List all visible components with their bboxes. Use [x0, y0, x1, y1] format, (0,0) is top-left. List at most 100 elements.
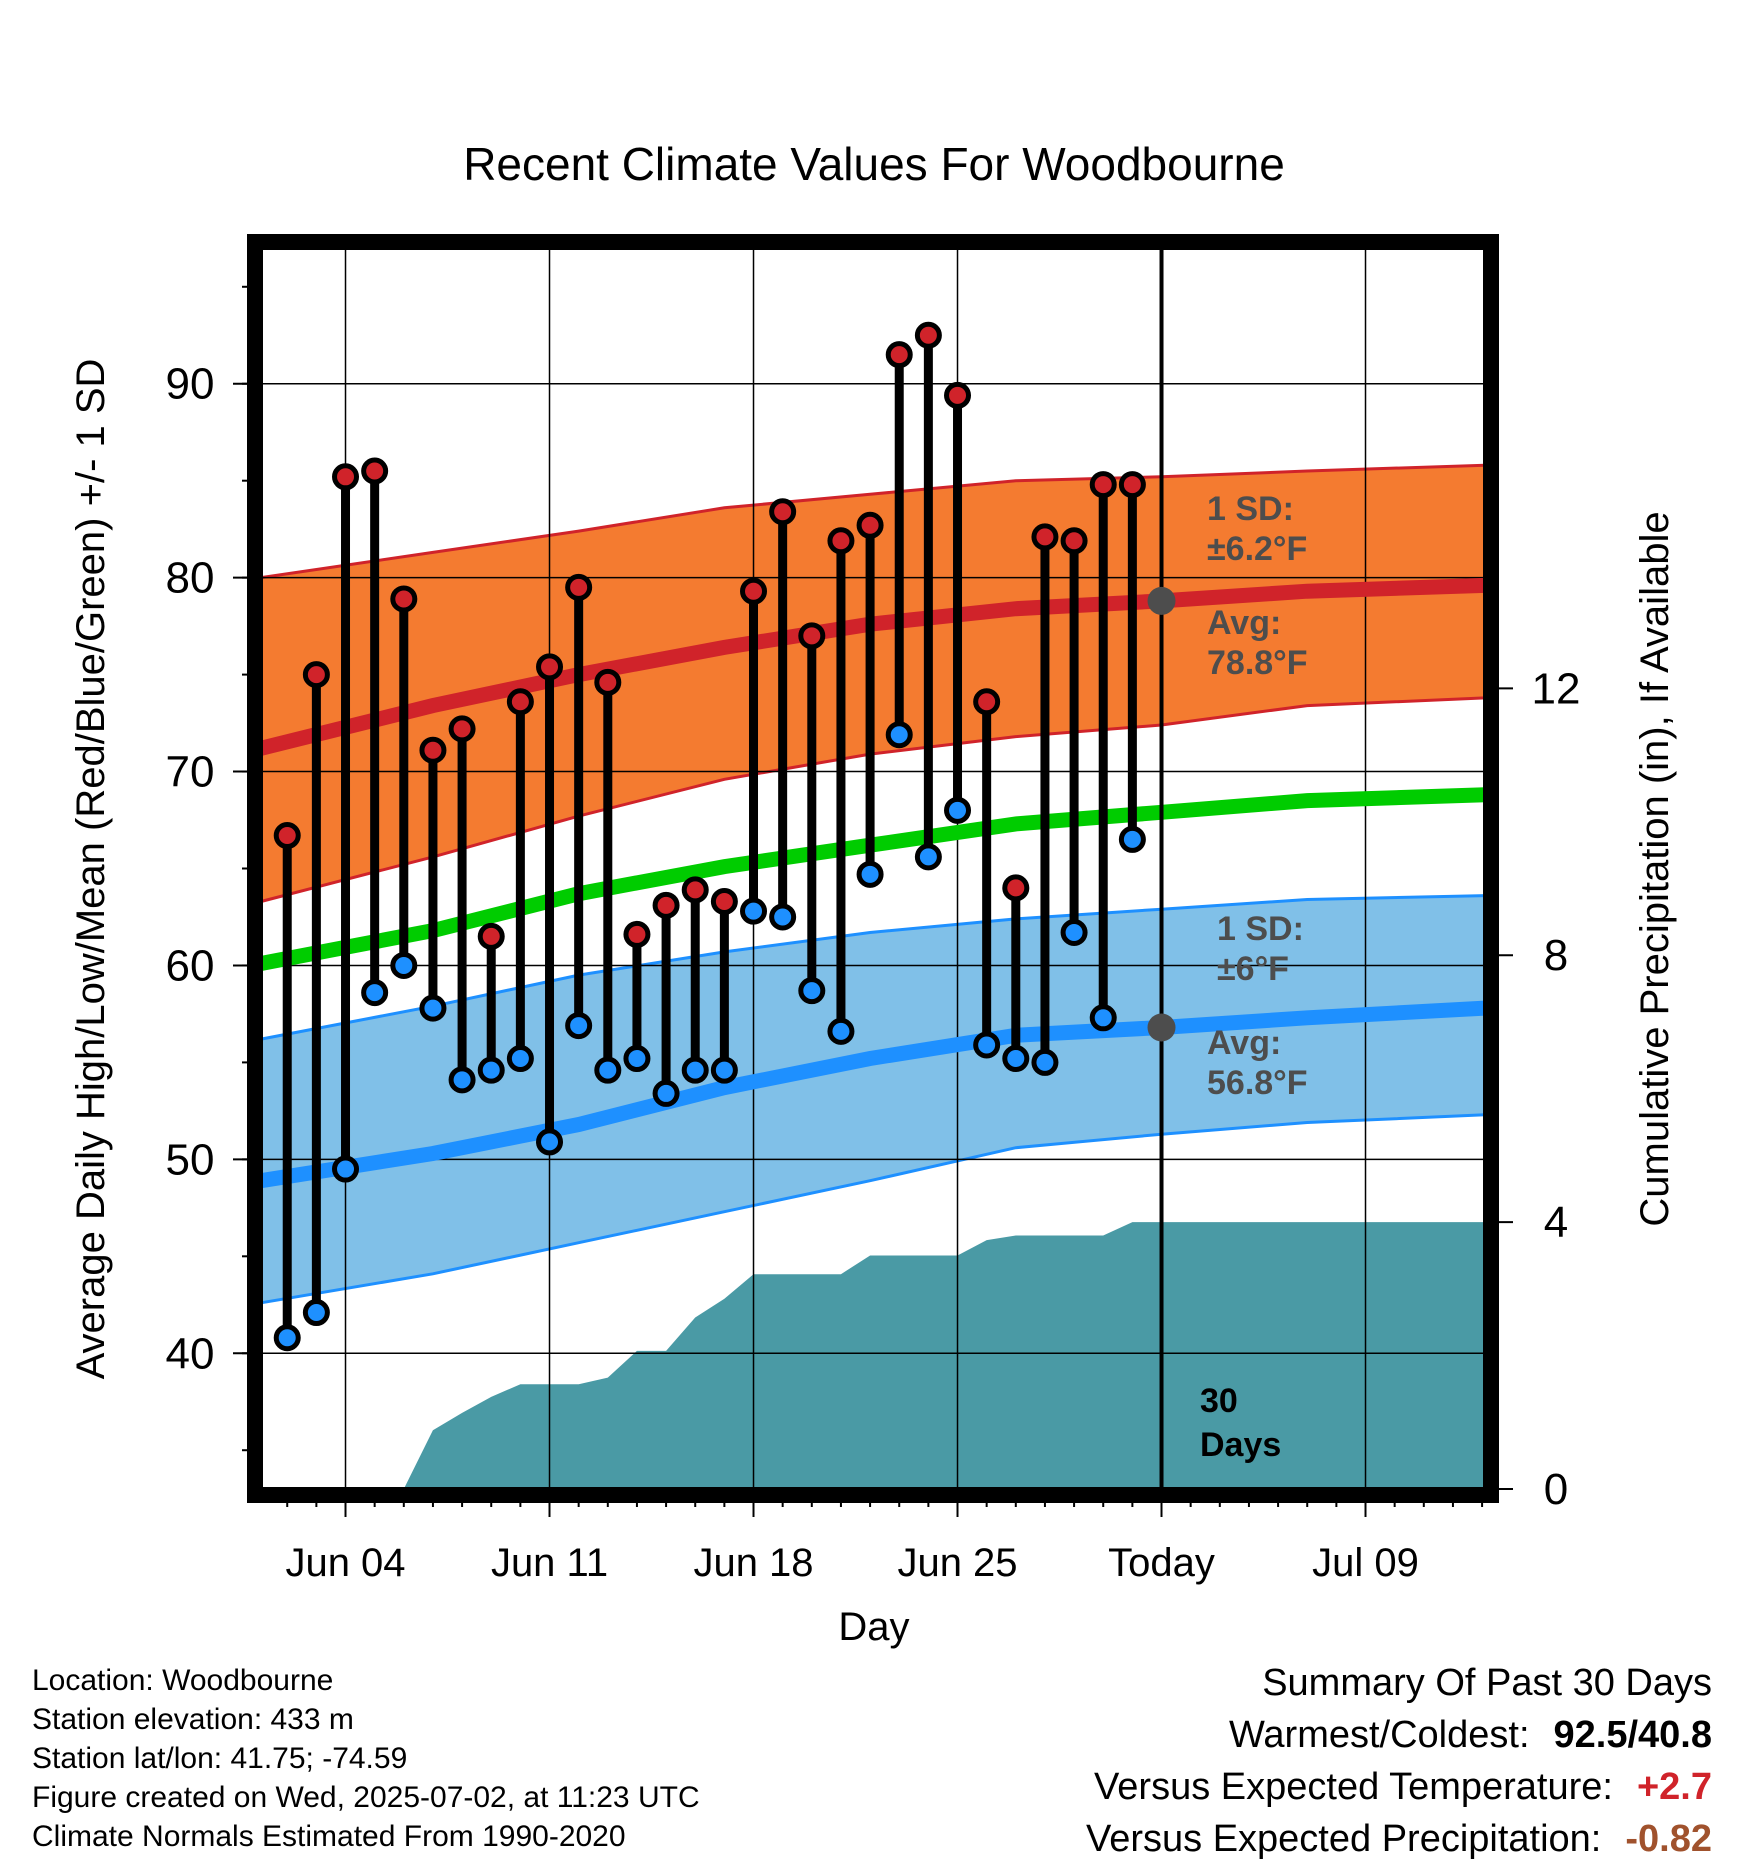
precip-value: -0.82	[1625, 1818, 1712, 1860]
daily-high-point	[273, 822, 301, 850]
period-label: 30 Days	[1200, 1382, 1281, 1464]
plot-area: 1 SD: ±6.2°F Avg: 78.8°F 1 SD: ±6°F Avg: 56.8°F…	[166, 234, 1581, 1585]
daily-low-point	[419, 994, 447, 1022]
high-sd-annotation: 1 SD: ±6.2°F	[1207, 490, 1307, 568]
daily-high-point	[536, 653, 564, 681]
high-average-annotation: Avg: 78.8°F	[1207, 604, 1308, 682]
daily-low-point	[565, 1012, 593, 1040]
y-axis-label: Average Daily High/Low/Mean (Red/Blue/Gr…	[69, 359, 113, 1380]
daily-low-point	[973, 1031, 1001, 1059]
info-elevation: Station elevation: 433 m	[32, 1703, 354, 1736]
daily-low-point	[594, 1056, 622, 1084]
low-sd-annotation: 1 SD: ±6°F	[1217, 910, 1304, 988]
low-sd-lower-line	[260, 1113, 1486, 1305]
daily-high-point	[565, 573, 593, 601]
low-average-annotation: Avg: 56.8°F	[1207, 1024, 1308, 1102]
daily-high-point	[506, 688, 534, 716]
daily-high-point	[885, 341, 913, 369]
summary-precip: Versus Expected Precipitation: -0.82	[1086, 1816, 1712, 1862]
daily-high-point	[419, 736, 447, 764]
daily-high-point	[302, 661, 330, 689]
x-tick-label: Jul 09	[1312, 1541, 1419, 1585]
daily-low-point	[914, 843, 942, 871]
y-tick-label: 80	[166, 554, 215, 603]
y-tick-label: 60	[166, 941, 215, 990]
daily-high-point	[623, 920, 651, 948]
temp-label: Versus Expected Temperature:	[1094, 1766, 1613, 1808]
high-sd-upper-line	[260, 463, 1486, 580]
y2-tick-label: 8	[1544, 931, 1568, 980]
y-tick-label: 40	[166, 1329, 215, 1378]
daily-low-point	[361, 979, 389, 1007]
y2-tick-label: 4	[1544, 1198, 1568, 1247]
plot-frame	[247, 234, 1499, 1503]
daily-low-point	[681, 1056, 709, 1084]
x-tick-label: Jun 18	[693, 1541, 813, 1585]
summary-temp: Versus Expected Temperature: +2.7	[1094, 1764, 1712, 1810]
daily-low-point	[769, 903, 797, 931]
y-tick-label: 90	[166, 360, 215, 409]
daily-low-point	[1031, 1048, 1059, 1076]
daily-high-point	[1060, 527, 1088, 555]
y2-tick-label: 12	[1532, 664, 1581, 713]
low-sd-band	[261, 895, 1485, 1303]
daily-low-point	[332, 1155, 360, 1183]
daily-high-point	[856, 511, 884, 539]
daily-high-point	[448, 715, 476, 743]
daily-high-point	[798, 622, 826, 650]
daily-high-point	[681, 876, 709, 904]
daily-low-point	[1002, 1045, 1030, 1073]
warm-cold-label: Warmest/Coldest:	[1228, 1714, 1530, 1756]
chart-title: Recent Climate Values For Woodbourne	[463, 138, 1285, 190]
daily-low-point	[623, 1045, 651, 1073]
daily-high-point	[1118, 471, 1146, 499]
daily-low-point	[390, 951, 418, 979]
x-tick-label: Jun 04	[285, 1541, 405, 1585]
daily-low-point	[798, 977, 826, 1005]
y2-axis-label: Cumulative Precipitation (in), If Availa…	[1633, 511, 1677, 1226]
daily-high-point	[827, 527, 855, 555]
precipitation-area	[261, 1222, 1485, 1489]
daily-low-point	[506, 1045, 534, 1073]
daily-low-point	[1060, 918, 1088, 946]
daily-low-point	[448, 1066, 476, 1094]
x-axis-label: Day	[838, 1605, 909, 1649]
daily-low-point	[273, 1324, 301, 1352]
daily-high-point	[1089, 471, 1117, 499]
temp-value: +2.7	[1636, 1766, 1712, 1808]
daily-high-point	[594, 668, 622, 696]
low-sd-upper-line	[260, 894, 1486, 1041]
daily-high-point	[390, 585, 418, 613]
today-low-average-marker	[1147, 1013, 1176, 1042]
daily-low-point	[302, 1299, 330, 1327]
daily-high-point	[973, 688, 1001, 716]
warm-cold-value: 92.5/40.8	[1553, 1714, 1712, 1756]
daily-high-point	[769, 498, 797, 526]
y-tick-label: 50	[166, 1135, 215, 1184]
daily-low-point	[536, 1128, 564, 1156]
daily-low-point	[885, 721, 913, 749]
summary-title: Summary Of Past 30 Days	[1262, 1662, 1712, 1704]
y-tick-label: 70	[166, 748, 215, 797]
daily-high-point	[710, 887, 738, 915]
today-high-average-marker	[1147, 586, 1176, 615]
daily-low-point	[740, 897, 768, 925]
precip-label: Versus Expected Precipitation:	[1085, 1818, 1602, 1860]
daily-high-point	[361, 457, 389, 485]
daily-high-point	[1031, 523, 1059, 551]
daily-low-point	[944, 796, 972, 824]
daily-low-point	[1089, 1004, 1117, 1032]
info-created: Figure created on Wed, 2025-07-02, at 11…	[32, 1781, 700, 1814]
low-average-line	[259, 1000, 1486, 1189]
x-tick-label: Today	[1108, 1541, 1215, 1585]
daily-low-point	[856, 860, 884, 888]
summary-warm-cold: Warmest/Coldest: 92.5/40.8	[1229, 1712, 1712, 1758]
daily-high-point	[944, 381, 972, 409]
info-latlon: Station lat/lon: 41.75; -74.59	[32, 1742, 408, 1775]
daily-low-point	[1118, 825, 1146, 853]
daily-high-point	[477, 922, 505, 950]
daily-high-point	[740, 577, 768, 605]
daily-low-point	[477, 1056, 505, 1084]
x-tick-label: Jun 11	[491, 1541, 608, 1585]
